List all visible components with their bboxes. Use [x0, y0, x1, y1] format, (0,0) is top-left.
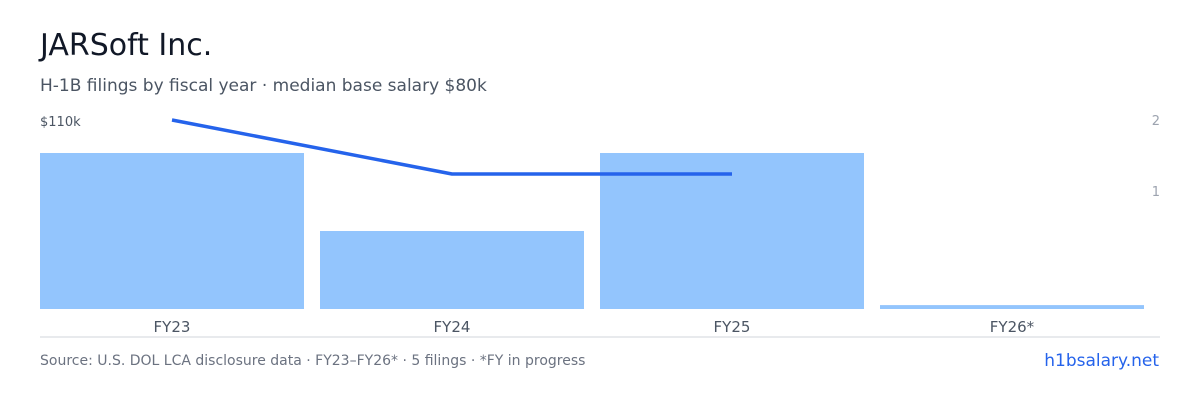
bar-fy23 [40, 153, 304, 309]
category-labels: FY23 FY24 FY25 FY26* [154, 318, 1035, 336]
category-label: FY23 [154, 318, 191, 336]
bar-group [40, 153, 1144, 309]
right-axis-ticks: 21 [1152, 114, 1160, 200]
chart-subtitle: H-1B filings by fiscal year · median bas… [40, 76, 487, 96]
brand-link[interactable]: h1bsalary.net [1044, 351, 1159, 371]
footer-source: Source: U.S. DOL LCA disclosure data · F… [40, 353, 586, 369]
category-label: FY25 [714, 318, 751, 336]
median-salary-line [171, 118, 732, 176]
category-label: FY26* [990, 318, 1035, 336]
chart-title: JARSoft Inc. [40, 28, 213, 63]
right-axis-tick-label: 1 [1152, 185, 1160, 200]
right-axis-tick-label: 2 [1152, 114, 1160, 129]
category-label: FY24 [434, 318, 471, 336]
left-axis-tick-label: $110k [40, 115, 81, 130]
bar-fy25 [600, 153, 864, 309]
bar-fy24 [320, 231, 584, 309]
bar-fy26 [880, 305, 1144, 309]
